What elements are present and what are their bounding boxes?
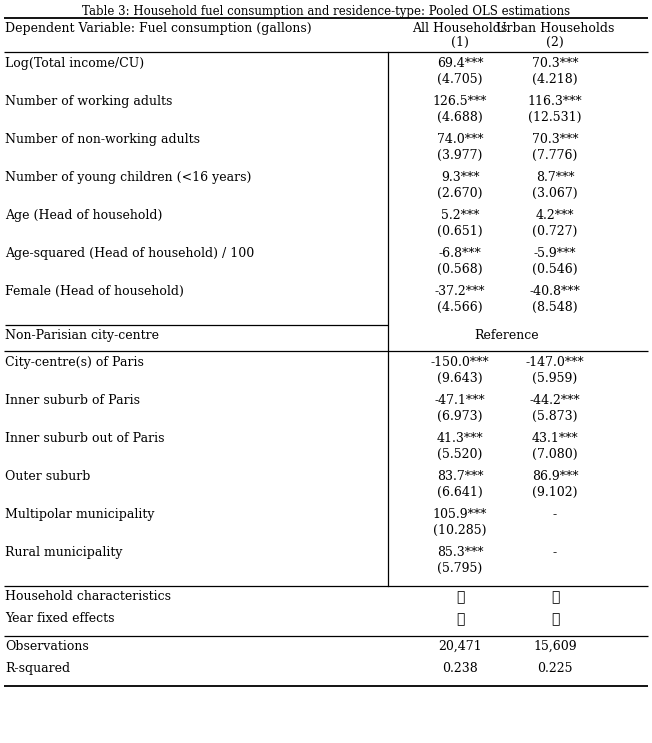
Text: 69.4***: 69.4*** (437, 57, 483, 70)
Text: 0.238: 0.238 (442, 662, 478, 675)
Text: (0.651): (0.651) (437, 225, 483, 238)
Text: Log(Total income/CU): Log(Total income/CU) (5, 57, 144, 70)
Text: ✓: ✓ (456, 612, 464, 626)
Text: -5.9***: -5.9*** (534, 247, 576, 260)
Text: Number of non-working adults: Number of non-working adults (5, 133, 200, 146)
Text: Inner suburb out of Paris: Inner suburb out of Paris (5, 432, 164, 445)
Text: Table 3: Household fuel consumption and residence-type: Pooled OLS estimations: Table 3: Household fuel consumption and … (82, 5, 570, 18)
Text: 5.2***: 5.2*** (441, 209, 479, 222)
Text: ✓: ✓ (456, 590, 464, 604)
Text: -147.0***: -147.0*** (526, 356, 584, 369)
Text: 8.7***: 8.7*** (536, 171, 574, 184)
Text: 43.1***: 43.1*** (531, 432, 578, 445)
Text: 0.225: 0.225 (537, 662, 572, 675)
Text: (5.795): (5.795) (437, 562, 482, 575)
Text: 116.3***: 116.3*** (527, 95, 582, 108)
Text: (12.531): (12.531) (528, 111, 582, 124)
Text: 15,609: 15,609 (533, 640, 577, 653)
Text: 86.9***: 86.9*** (532, 470, 578, 483)
Text: (0.568): (0.568) (437, 263, 483, 276)
Text: 126.5***: 126.5*** (433, 95, 487, 108)
Text: 20,471: 20,471 (438, 640, 482, 653)
Text: Rural municipality: Rural municipality (5, 546, 123, 559)
Text: (1): (1) (451, 36, 469, 49)
Text: Dependent Variable: Fuel consumption (gallons): Dependent Variable: Fuel consumption (ga… (5, 22, 312, 35)
Text: 70.3***: 70.3*** (532, 133, 578, 146)
Text: Urban Households: Urban Households (496, 22, 614, 35)
Text: 85.3***: 85.3*** (437, 546, 483, 559)
Text: Outer suburb: Outer suburb (5, 470, 91, 483)
Text: (5.959): (5.959) (533, 372, 578, 385)
Text: -40.8***: -40.8*** (529, 285, 580, 298)
Text: (6.641): (6.641) (437, 486, 483, 499)
Text: (4.705): (4.705) (437, 73, 482, 86)
Text: (0.727): (0.727) (532, 225, 578, 238)
Text: Number of working adults: Number of working adults (5, 95, 172, 108)
Text: -6.8***: -6.8*** (439, 247, 481, 260)
Text: Observations: Observations (5, 640, 89, 653)
Text: Age (Head of household): Age (Head of household) (5, 209, 162, 222)
Text: ✓: ✓ (551, 590, 559, 604)
Text: (3.977): (3.977) (437, 149, 482, 162)
Text: (9.643): (9.643) (437, 372, 483, 385)
Text: (4.688): (4.688) (437, 111, 483, 124)
Text: (8.548): (8.548) (532, 301, 578, 314)
Text: (10.285): (10.285) (433, 524, 487, 537)
Text: -47.1***: -47.1*** (435, 394, 485, 407)
Text: -150.0***: -150.0*** (431, 356, 489, 369)
Text: 9.3***: 9.3*** (441, 171, 479, 184)
Text: Inner suburb of Paris: Inner suburb of Paris (5, 394, 140, 407)
Text: 74.0***: 74.0*** (437, 133, 483, 146)
Text: -37.2***: -37.2*** (435, 285, 485, 298)
Text: Female (Head of household): Female (Head of household) (5, 285, 184, 298)
Text: (5.873): (5.873) (532, 410, 578, 423)
Text: Number of young children (<16 years): Number of young children (<16 years) (5, 171, 252, 184)
Text: Non-Parisian city-centre: Non-Parisian city-centre (5, 329, 159, 342)
Text: Age-squared (Head of household) / 100: Age-squared (Head of household) / 100 (5, 247, 254, 260)
Text: 41.3***: 41.3*** (437, 432, 483, 445)
Text: ✓: ✓ (551, 612, 559, 626)
Text: (9.102): (9.102) (532, 486, 578, 499)
Text: (3.067): (3.067) (532, 187, 578, 200)
Text: (2.670): (2.670) (437, 187, 482, 200)
Text: -44.2***: -44.2*** (529, 394, 580, 407)
Text: -: - (553, 508, 557, 521)
Text: All Households: All Households (412, 22, 508, 35)
Text: Reference: Reference (475, 329, 539, 342)
Text: City-centre(s) of Paris: City-centre(s) of Paris (5, 356, 144, 369)
Text: -: - (553, 546, 557, 559)
Text: 83.7***: 83.7*** (437, 470, 483, 483)
Text: (0.546): (0.546) (532, 263, 578, 276)
Text: (2): (2) (546, 36, 564, 49)
Text: R-squared: R-squared (5, 662, 70, 675)
Text: Multipolar municipality: Multipolar municipality (5, 508, 155, 521)
Text: 4.2***: 4.2*** (536, 209, 574, 222)
Text: (4.566): (4.566) (437, 301, 483, 314)
Text: Household characteristics: Household characteristics (5, 590, 171, 603)
Text: (7.776): (7.776) (532, 149, 578, 162)
Text: 70.3***: 70.3*** (532, 57, 578, 70)
Text: (7.080): (7.080) (532, 448, 578, 461)
Text: (6.973): (6.973) (437, 410, 482, 423)
Text: (4.218): (4.218) (532, 73, 578, 86)
Text: (5.520): (5.520) (437, 448, 482, 461)
Text: 105.9***: 105.9*** (433, 508, 487, 521)
Text: Year fixed effects: Year fixed effects (5, 612, 115, 625)
